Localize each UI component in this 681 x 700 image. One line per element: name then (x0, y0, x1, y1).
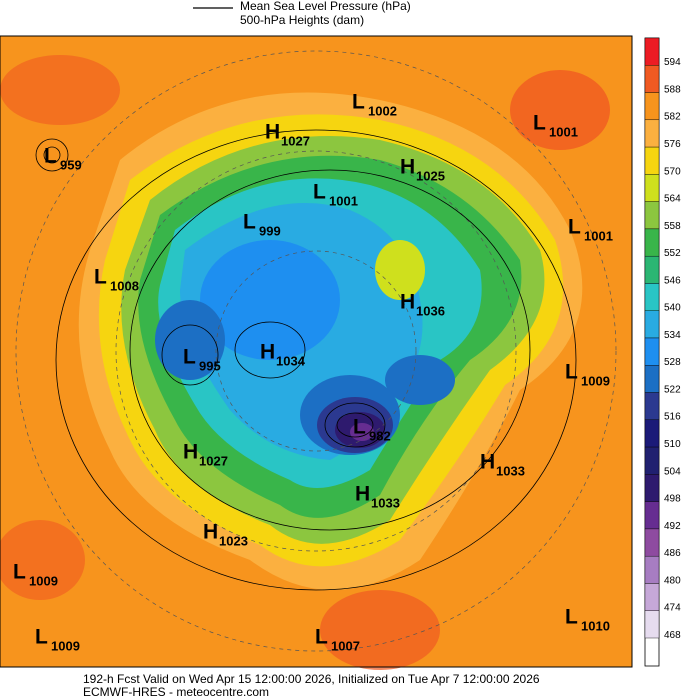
colorbar-label: 522 (664, 384, 681, 395)
center-letter: H (260, 341, 275, 364)
colorbar-cell (644, 610, 660, 639)
center-letter: H (203, 521, 218, 544)
center-value: 1001 (549, 124, 578, 139)
colorbar-cell (644, 555, 660, 584)
colorbar-label: 474 (664, 603, 681, 614)
center-value: 959 (60, 157, 82, 172)
center-letter: H (265, 121, 280, 144)
center-value: 1027 (281, 133, 310, 148)
legend-text: Mean Sea Level Pressure (hPa) (240, 0, 411, 13)
colorbar-label: 528 (664, 357, 681, 368)
footer-text: ECMWF-HRES - meteocentre.com (83, 685, 269, 699)
center-value: 1007 (331, 638, 360, 653)
center-letter: L (353, 416, 366, 439)
colorbar-cell (644, 310, 660, 339)
colorbar-cell (644, 174, 660, 202)
footer-text: 192-h Fcst Valid on Wed Apr 15 12:00:00 … (83, 672, 540, 686)
colorbar-label: 594 (664, 57, 681, 68)
center-value: 1009 (51, 638, 80, 653)
center-letter: L (183, 346, 196, 369)
center-value: 1033 (496, 463, 525, 478)
legend-text: 500-hPa Heights (dam) (240, 13, 364, 27)
center-letter: L (315, 626, 328, 649)
colorbar-label: 534 (664, 330, 681, 341)
center-value: 1001 (329, 193, 358, 208)
colorbar-label: 540 (664, 303, 681, 314)
colorbar-cell (644, 255, 660, 284)
center-letter: H (183, 441, 198, 464)
colorbar-label: 576 (664, 139, 681, 150)
colorbar-cell (644, 474, 660, 502)
colorbar-cell (644, 501, 660, 530)
center-letter: L (94, 266, 107, 289)
colorbar-label: 516 (664, 412, 681, 423)
center-value: 1023 (219, 533, 248, 548)
colorbar-cell (644, 446, 660, 475)
colorbar-label: 588 (664, 84, 681, 95)
colorbar-cell (644, 528, 660, 557)
colorbar-label: 558 (664, 221, 681, 232)
center-value: 982 (369, 428, 391, 443)
center-value: 995 (199, 358, 221, 373)
center-letter: L (565, 606, 578, 629)
center-value: 1002 (368, 103, 397, 118)
colorbar-cell (644, 65, 660, 93)
center-value: 1009 (29, 573, 58, 588)
center-value: 1025 (416, 168, 445, 183)
center-value: 1036 (416, 303, 445, 318)
center-value: 1010 (581, 618, 610, 633)
center-value: 1001 (584, 228, 613, 243)
colorbar-cell (644, 92, 660, 121)
center-letter: H (355, 483, 370, 506)
colorbar-label: 492 (664, 521, 681, 532)
colorbar-cell (644, 583, 660, 611)
colorbar-cell (644, 419, 660, 448)
colorbar-label: 510 (664, 439, 681, 450)
center-letter: H (400, 291, 415, 314)
center-letter: L (568, 216, 581, 239)
center-value: 999 (259, 223, 281, 238)
colorbar-label: 582 (664, 112, 681, 123)
colorbar-cell (644, 392, 660, 421)
colorbar-label: 546 (664, 275, 681, 286)
center-value: 1027 (199, 453, 228, 468)
center-letter: L (565, 361, 578, 384)
center-letter: L (35, 626, 48, 649)
colorbar-label: 498 (664, 494, 681, 505)
center-letter: L (243, 211, 256, 234)
colorbar-cell (644, 201, 660, 230)
colorbar-label: 468 (664, 630, 681, 641)
center-letter: H (400, 156, 415, 179)
colorbar-cell (644, 365, 660, 393)
center-value: 1033 (371, 495, 400, 510)
colorbar-label: 480 (664, 575, 681, 586)
colorbar-label: 486 (664, 548, 681, 559)
colorbar-cell (644, 119, 660, 148)
colorbar-label: 570 (664, 166, 681, 177)
colorbar-label: 552 (664, 248, 681, 259)
colorbar-label: 564 (664, 194, 681, 205)
center-value: 1009 (581, 373, 610, 388)
colorbar-cell (644, 146, 660, 175)
center-letter: L (313, 181, 326, 204)
colorbar-label: 504 (664, 466, 681, 477)
center-letter: L (533, 112, 546, 135)
center-letter: L (352, 91, 365, 114)
center-letter: H (480, 451, 495, 474)
center-letter: L (44, 145, 57, 168)
colorbar: 594 588 582 576 570 564 558 552 546 540 534 528 522 5… (644, 37, 681, 667)
map-field (0, 35, 633, 670)
center-value: 1008 (110, 278, 139, 293)
colorbar-cell (644, 337, 660, 366)
colorbar-cell (644, 228, 660, 257)
colorbar-cell (644, 283, 660, 311)
center-letter: L (13, 561, 26, 584)
center-value: 1034 (276, 353, 306, 368)
colorbar-cell (644, 37, 660, 66)
